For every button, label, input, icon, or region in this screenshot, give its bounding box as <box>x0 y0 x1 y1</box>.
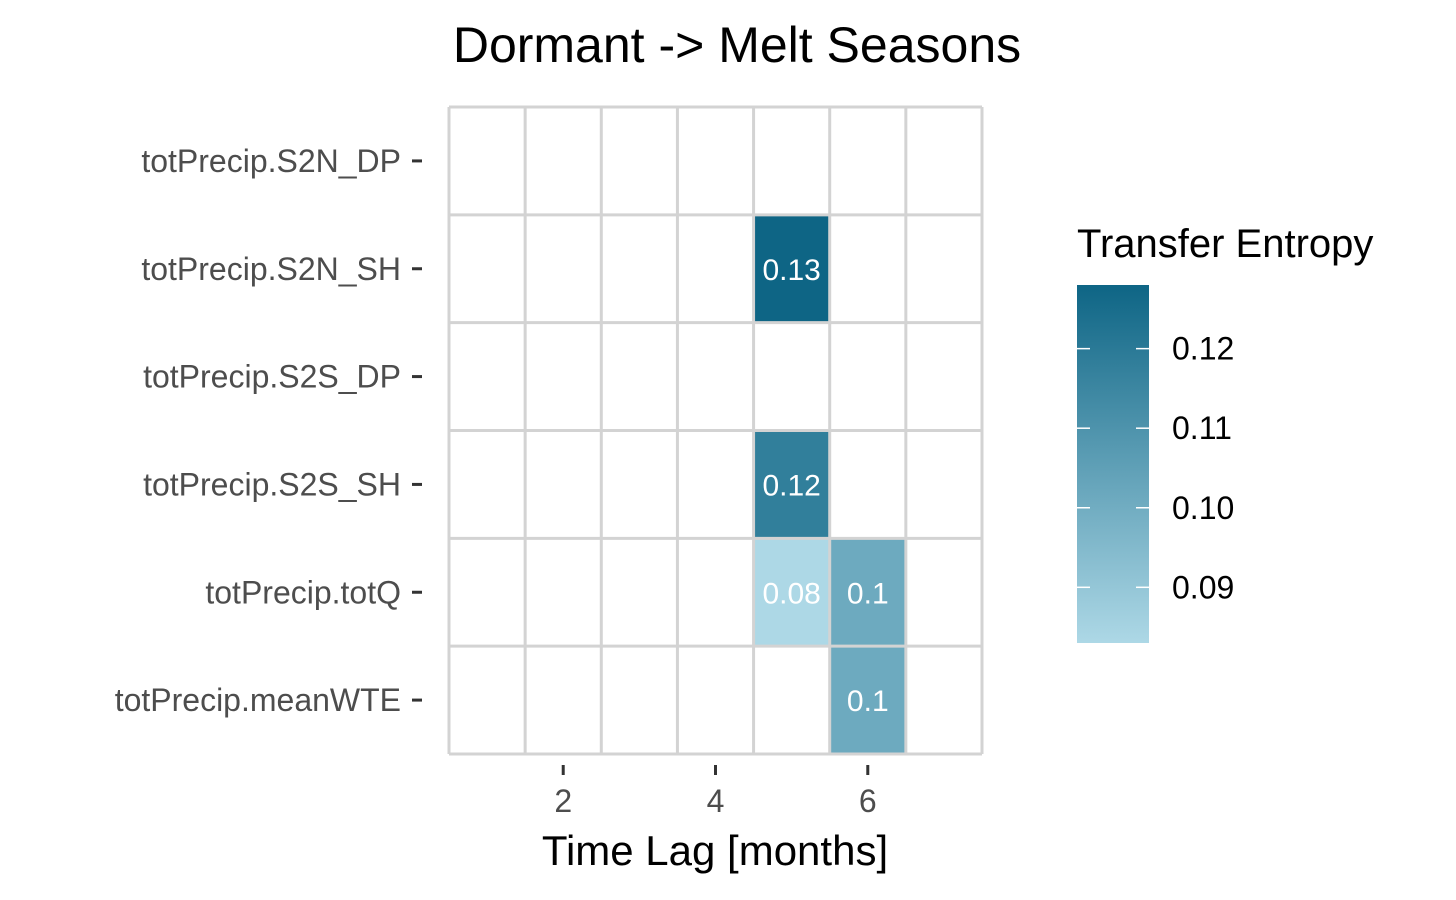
heatmap-cell <box>829 646 906 754</box>
grid-lines <box>447 105 984 756</box>
x-axis: 2 4 6 <box>554 765 877 819</box>
heatmap-cell <box>829 538 906 647</box>
legend-tick-label: 0.12 <box>1172 331 1234 367</box>
cell-value-label: 0.08 <box>762 577 820 610</box>
x-tick-label: 6 <box>859 783 877 819</box>
y-tick-label: totPrecip.S2S_SH <box>143 466 401 502</box>
cell-labels: 0.13 0.12 0.08 0.1 0.1 <box>762 254 888 718</box>
heatmap-cell <box>753 214 830 323</box>
y-tick-label: totPrecip.meanWTE <box>115 682 401 718</box>
chart-title: Dormant -> Melt Seasons <box>453 17 1021 73</box>
x-tick-label: 4 <box>707 783 725 819</box>
cell-value-label: 0.1 <box>847 577 889 610</box>
y-tick-label: totPrecip.totQ <box>205 574 401 610</box>
legend-ticks: 0.09 0.10 0.11 0.12 <box>1077 331 1234 605</box>
cell-value-label: 0.13 <box>762 254 820 287</box>
y-axis: totPrecip.S2N_DP totPrecip.S2N_SH totPreci… <box>115 143 422 718</box>
heatmap-cell <box>753 430 830 539</box>
y-tick-label: totPrecip.S2S_DP <box>143 359 401 395</box>
cell-value-label: 0.1 <box>847 685 889 718</box>
legend-tick-label: 0.11 <box>1172 410 1232 446</box>
heatmap-cells <box>753 214 906 754</box>
legend-colorbar <box>1077 285 1149 643</box>
heatmap-cell <box>753 538 830 647</box>
legend-title: Transfer Entropy <box>1077 222 1373 266</box>
legend-tick-label: 0.09 <box>1172 569 1234 605</box>
x-tick-label: 2 <box>554 783 572 819</box>
x-axis-label: Time Lag [months] <box>542 827 888 874</box>
cell-value-label: 0.12 <box>762 469 820 502</box>
legend: Transfer Entropy 0.09 0.10 0.11 0.12 <box>1077 222 1373 643</box>
y-tick-label: totPrecip.S2N_DP <box>141 143 401 179</box>
y-tick-label: totPrecip.S2N_SH <box>141 251 401 287</box>
legend-tick-label: 0.10 <box>1172 490 1234 526</box>
